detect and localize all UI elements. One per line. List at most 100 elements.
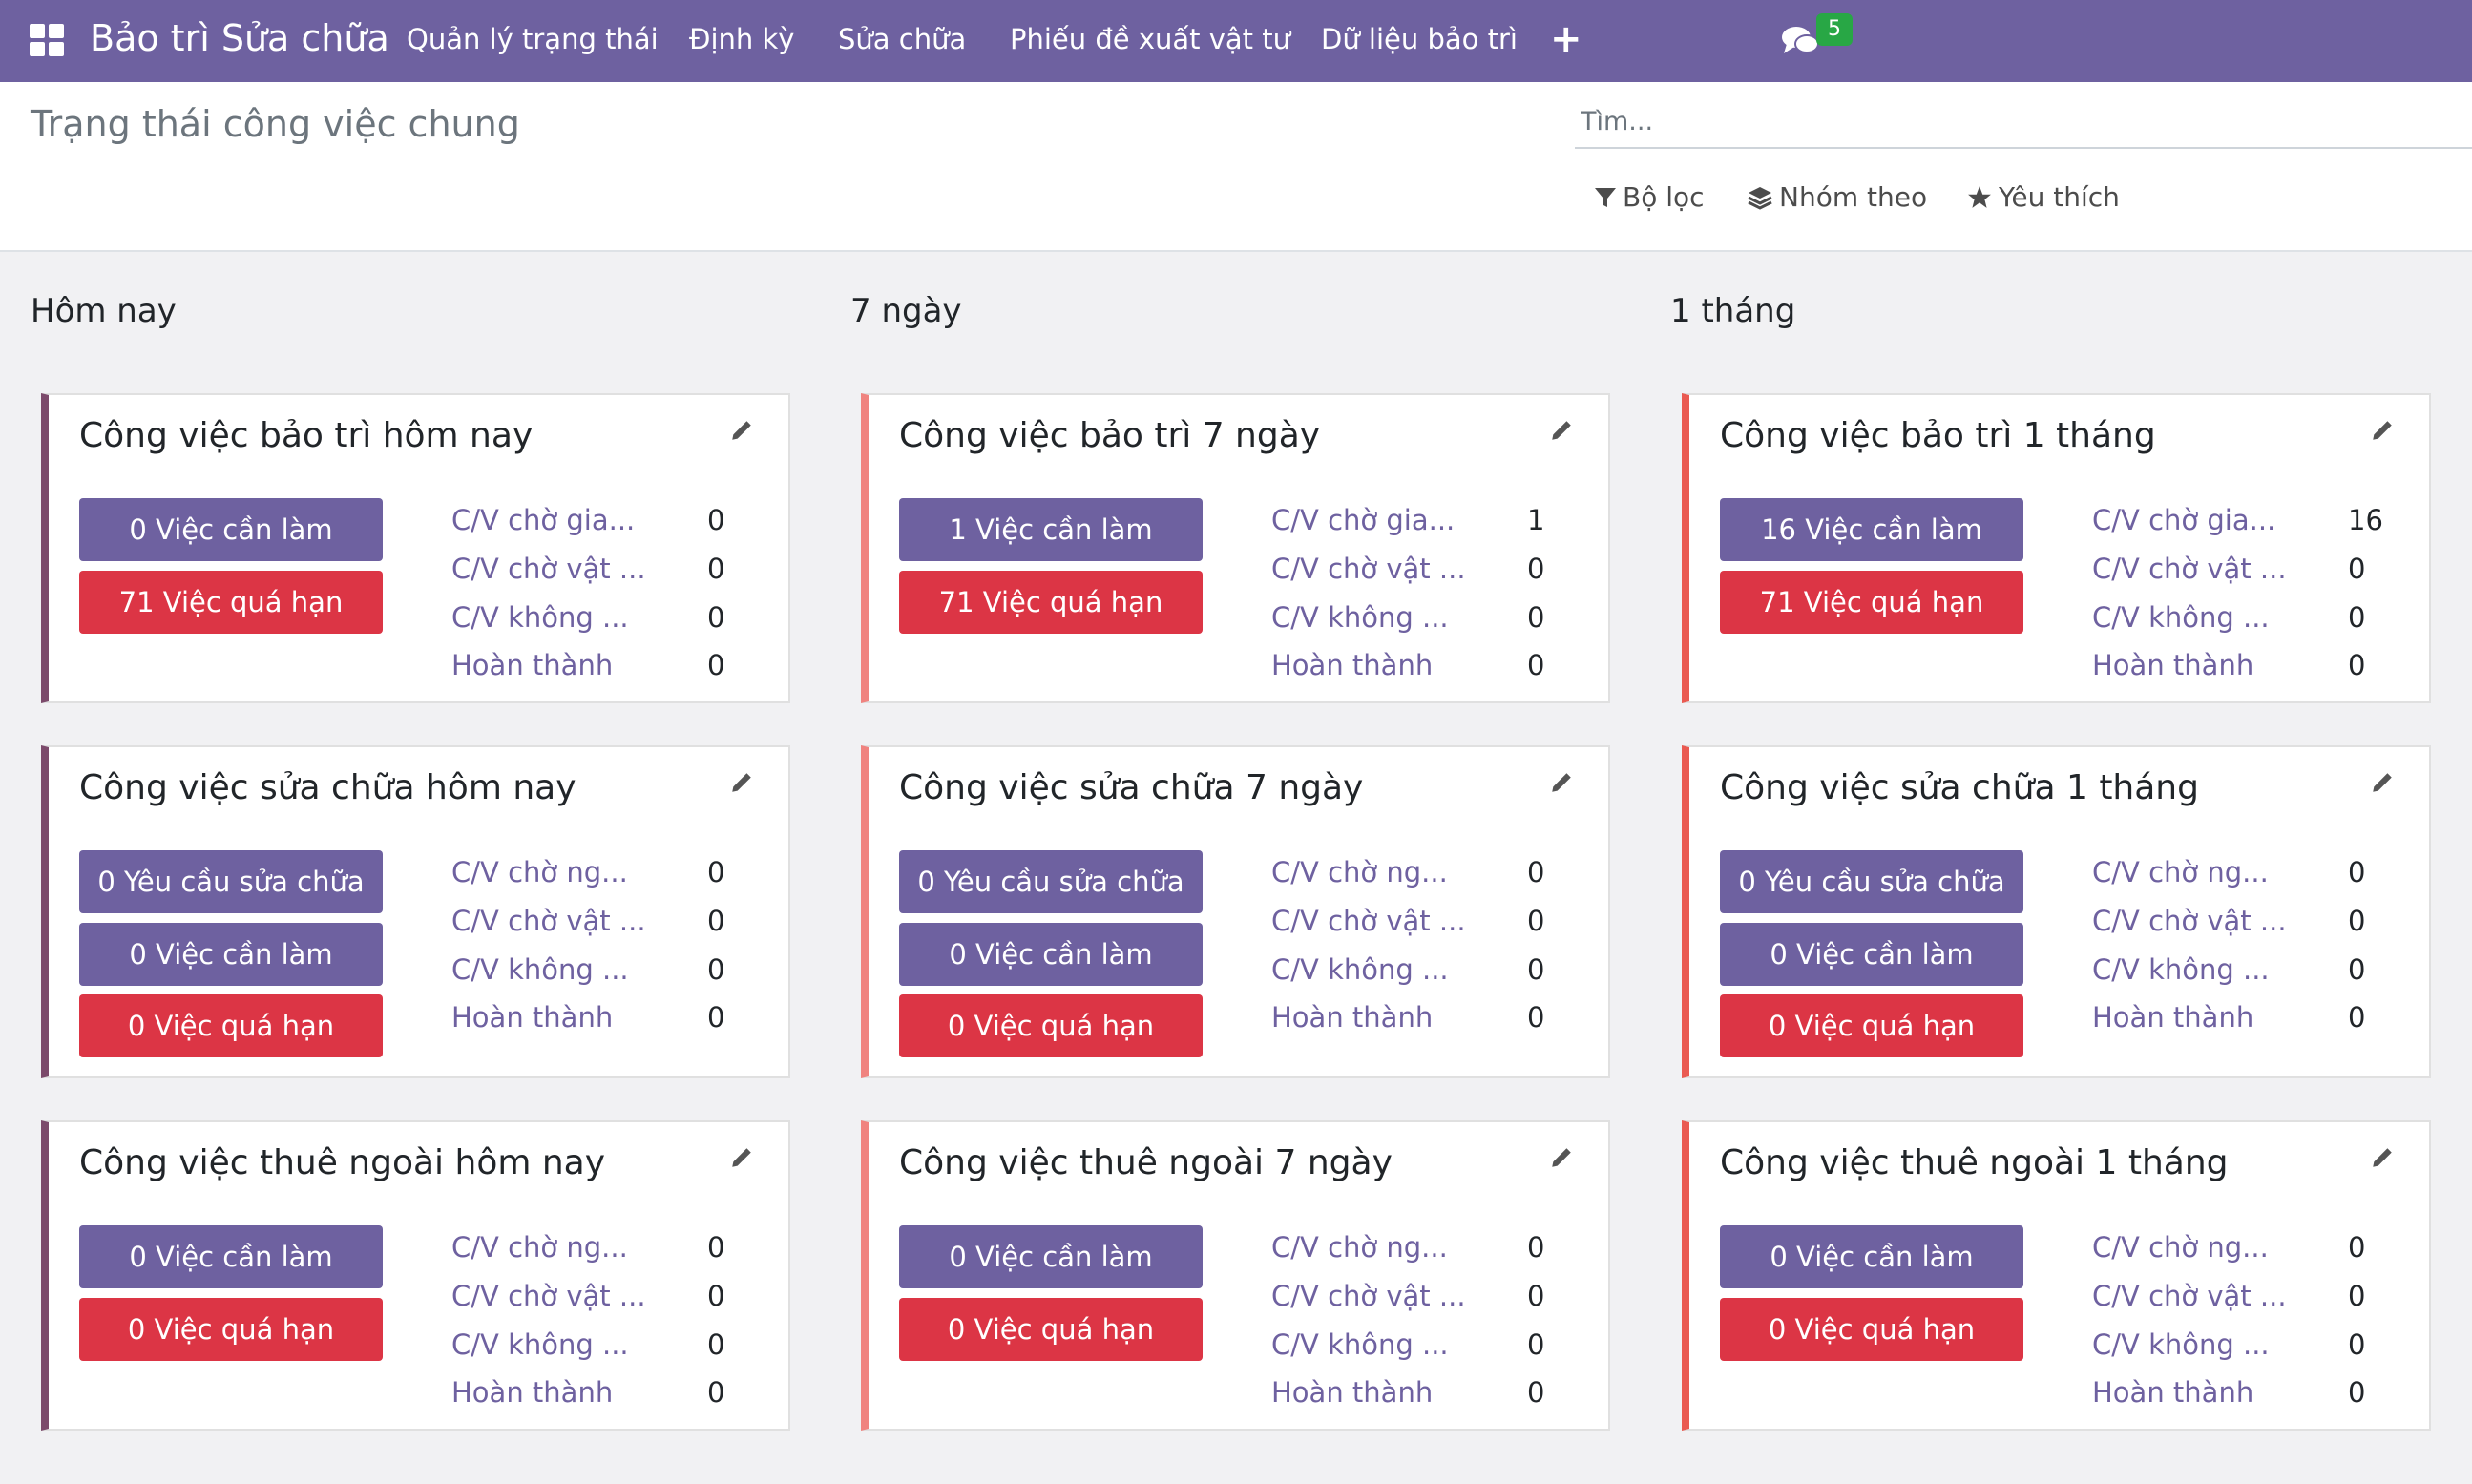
pencil-icon[interactable]	[1549, 770, 1574, 795]
todo-button[interactable]: 0 Việc cần làm	[899, 1225, 1203, 1288]
menu-item-maintenance-data[interactable]: Dữ liệu bảo trì	[1321, 23, 1518, 55]
pencil-icon[interactable]	[2370, 770, 2395, 795]
stat-value: 0	[707, 1280, 725, 1312]
overdue-button[interactable]: 0 Việc quá hạn	[79, 994, 383, 1057]
stat-value: 0	[2348, 1280, 2366, 1312]
todo-button[interactable]: 0 Việc cần làm	[1720, 1225, 2023, 1288]
overdue-button[interactable]: 0 Việc quá hạn	[1720, 994, 2023, 1057]
app-brand[interactable]: Bảo trì Sửa chữa	[90, 17, 389, 59]
stat-label[interactable]: C/V chờ gia...	[2092, 504, 2276, 536]
todo-button[interactable]: 0 Việc cần làm	[79, 923, 383, 986]
stat-label[interactable]: C/V chờ ng...	[2092, 1231, 2269, 1264]
todo-button[interactable]: 0 Việc cần làm	[79, 1225, 383, 1288]
stat-label[interactable]: C/V chờ vật ...	[451, 1280, 646, 1312]
overdue-button[interactable]: 0 Việc quá hạn	[899, 1298, 1203, 1361]
stat-label[interactable]: C/V không ...	[2092, 953, 2270, 986]
stat-label[interactable]: C/V chờ ng...	[451, 1231, 628, 1264]
plus-icon[interactable]: +	[1550, 17, 1582, 61]
stat-label[interactable]: C/V không ...	[2092, 1328, 2270, 1361]
page-title: Trạng thái công việc chung	[31, 103, 520, 145]
repair-request-button[interactable]: 0 Yêu cầu sửa chữa	[899, 850, 1203, 913]
todo-button[interactable]: 1 Việc cần làm	[899, 498, 1203, 561]
stat-label[interactable]: C/V không ...	[2092, 601, 2270, 634]
repair-request-button[interactable]: 0 Yêu cầu sửa chữa	[1720, 850, 2023, 913]
pencil-icon[interactable]	[729, 1145, 754, 1170]
stat-label[interactable]: Hoàn thành	[2092, 649, 2254, 681]
todo-button[interactable]: 0 Việc cần làm	[79, 498, 383, 561]
chat-icon[interactable]	[1781, 25, 1819, 57]
pencil-icon[interactable]	[2370, 1145, 2395, 1170]
stat-value: 0	[1527, 1231, 1545, 1264]
stat-label[interactable]: C/V chờ vật ...	[451, 905, 646, 937]
overdue-button[interactable]: 0 Việc quá hạn	[1720, 1298, 2023, 1361]
top-navbar: Bảo trì Sửa chữa Quản lý trạng thái Định…	[0, 0, 2472, 82]
overdue-button[interactable]: 0 Việc quá hạn	[899, 994, 1203, 1057]
stat-label[interactable]: Hoàn thành	[1271, 1001, 1434, 1034]
todo-button[interactable]: 0 Việc cần làm	[899, 923, 1203, 986]
todo-button[interactable]: 0 Việc cần làm	[1720, 923, 2023, 986]
stat-label[interactable]: Hoàn thành	[2092, 1376, 2254, 1409]
stat-value: 0	[2348, 905, 2366, 937]
stat-value: 0	[707, 1231, 725, 1264]
todo-button[interactable]: 16 Việc cần làm	[1720, 498, 2023, 561]
column-title-1-month: 1 tháng	[1670, 292, 1796, 330]
stat-label[interactable]: Hoàn thành	[1271, 1376, 1434, 1409]
overdue-button[interactable]: 0 Việc quá hạn	[79, 1298, 383, 1361]
favorites-button[interactable]: Yêu thích	[1966, 181, 2120, 213]
menu-item-material-request[interactable]: Phiếu đề xuất vật tư	[1010, 23, 1291, 55]
stat-value: 0	[707, 504, 725, 536]
overdue-button[interactable]: 71 Việc quá hạn	[899, 571, 1203, 634]
filter-icon	[1595, 187, 1616, 207]
stat-label[interactable]: C/V chờ ng...	[1271, 1231, 1448, 1264]
stat-label[interactable]: Hoàn thành	[451, 1001, 614, 1034]
stat-label[interactable]: C/V chờ vật ...	[1271, 1280, 1466, 1312]
stat-label[interactable]: C/V không ...	[451, 1328, 629, 1361]
stat-label[interactable]: Hoàn thành	[1271, 649, 1434, 681]
search-input[interactable]	[1575, 95, 2472, 149]
stat-label[interactable]: Hoàn thành	[2092, 1001, 2254, 1034]
stat-label[interactable]: C/V chờ vật ...	[2092, 1280, 2287, 1312]
pencil-icon[interactable]	[729, 418, 754, 443]
card-title: Công việc bảo trì 1 tháng	[1720, 416, 2156, 455]
stat-label[interactable]: C/V không ...	[451, 953, 629, 986]
filters-button[interactable]: Bộ lọc	[1594, 181, 1705, 213]
pencil-icon[interactable]	[1549, 1145, 1574, 1170]
overdue-button[interactable]: 71 Việc quá hạn	[79, 571, 383, 634]
stat-label[interactable]: C/V chờ vật ...	[1271, 553, 1466, 585]
stat-label[interactable]: Hoàn thành	[451, 1376, 614, 1409]
menu-item-repair[interactable]: Sửa chữa	[838, 23, 967, 55]
stat-value: 0	[2348, 553, 2366, 585]
stat-label[interactable]: C/V chờ ng...	[451, 856, 628, 888]
stat-label[interactable]: Hoàn thành	[451, 649, 614, 681]
stat-label[interactable]: C/V chờ vật ...	[451, 553, 646, 585]
repair-request-button[interactable]: 0 Yêu cầu sửa chữa	[79, 850, 383, 913]
stat-label[interactable]: C/V chờ vật ...	[1271, 905, 1466, 937]
card-title: Công việc bảo trì hôm nay	[79, 416, 534, 455]
stat-value: 16	[2348, 504, 2383, 536]
card-title: Công việc thuê ngoài 1 tháng	[1720, 1143, 2229, 1182]
pencil-icon[interactable]	[2370, 418, 2395, 443]
stat-label[interactable]: C/V chờ vật ...	[2092, 905, 2287, 937]
stat-label[interactable]: C/V không ...	[1271, 601, 1449, 634]
menu-item-periodic[interactable]: Định kỳ	[689, 23, 795, 55]
apps-icon[interactable]	[30, 24, 64, 56]
overdue-button[interactable]: 71 Việc quá hạn	[1720, 571, 2023, 634]
stat-value: 1	[1527, 504, 1545, 536]
card-outsource-1-month: Công việc thuê ngoài 1 tháng 0 Việc cần …	[1682, 1120, 2431, 1431]
pencil-icon[interactable]	[729, 770, 754, 795]
stat-label[interactable]: C/V chờ gia...	[1271, 504, 1456, 536]
pencil-icon[interactable]	[1549, 418, 1574, 443]
stat-label[interactable]: C/V chờ ng...	[1271, 856, 1448, 888]
menu-item-status-management[interactable]: Quản lý trạng thái	[407, 23, 659, 55]
stat-label[interactable]: C/V không ...	[451, 601, 629, 634]
card-title: Công việc sửa chữa hôm nay	[79, 768, 576, 807]
stat-label[interactable]: C/V không ...	[1271, 1328, 1449, 1361]
column-title-7-days: 7 ngày	[850, 292, 962, 330]
stat-label[interactable]: C/V chờ gia...	[451, 504, 636, 536]
stat-label[interactable]: C/V chờ vật ...	[2092, 553, 2287, 585]
layers-icon	[1748, 186, 1772, 210]
stat-label[interactable]: C/V chờ ng...	[2092, 856, 2269, 888]
stat-label[interactable]: C/V không ...	[1271, 953, 1449, 986]
group-by-button[interactable]: Nhóm theo	[1747, 181, 1927, 213]
stat-value: 0	[2348, 856, 2366, 888]
